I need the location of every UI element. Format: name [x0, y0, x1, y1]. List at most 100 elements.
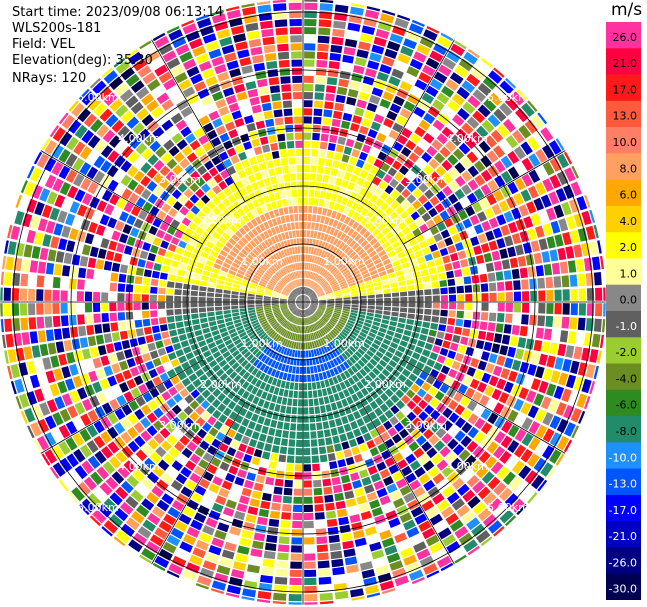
- range-gate: [375, 310, 383, 315]
- range-gate: [546, 303, 554, 314]
- range-gate: [136, 108, 149, 121]
- range-gate: [553, 204, 565, 219]
- range-gate: [137, 526, 152, 539]
- range-gate: [288, 304, 296, 309]
- range-gate: [280, 190, 286, 199]
- range-gate: [488, 375, 499, 387]
- range-gate: [163, 338, 172, 347]
- range-gate: [345, 274, 353, 280]
- range-gate: [177, 411, 188, 422]
- range-gate: [394, 17, 409, 29]
- range-gate: [166, 26, 180, 34]
- range-gate: [292, 307, 298, 314]
- range-gate: [419, 334, 428, 342]
- range-gate: [273, 274, 280, 281]
- range-gate: [174, 302, 182, 309]
- range-gate: [300, 295, 303, 302]
- range-gate: [296, 299, 303, 302]
- range-gate: [362, 273, 370, 279]
- range-gate: [316, 51, 329, 60]
- range-gate: [326, 85, 337, 94]
- range-gate: [385, 364, 394, 373]
- range-gate: [174, 72, 188, 84]
- range-gate: [318, 293, 325, 297]
- range-gate: [312, 463, 320, 472]
- range-gate: [303, 415, 309, 423]
- range-gate: [298, 296, 303, 302]
- range-gate: [156, 92, 170, 105]
- range-gate: [193, 81, 207, 92]
- range-gate: [522, 350, 532, 362]
- range-gate: [364, 280, 373, 285]
- range-gate: [304, 561, 316, 569]
- range-gate: [101, 292, 109, 302]
- range-gate: [410, 506, 424, 518]
- colorbar-swatch: [606, 153, 641, 181]
- range-gate: [7, 365, 13, 380]
- range-gate: [289, 305, 296, 309]
- range-gate: [308, 246, 312, 254]
- range-gate: [398, 280, 406, 287]
- range-gate: [117, 465, 130, 479]
- range-gate: [538, 303, 546, 314]
- range-gate: [281, 291, 289, 296]
- range-gate: [244, 428, 253, 438]
- colorbar-swatch: [606, 179, 641, 207]
- range-gate: [282, 290, 289, 295]
- range-gate: [237, 169, 247, 179]
- range-gate: [303, 496, 313, 504]
- range-gate: [369, 428, 379, 439]
- range-gate: [406, 400, 417, 410]
- range-gate: [236, 255, 244, 262]
- range-gate: [125, 495, 139, 509]
- range-gate: [415, 361, 425, 370]
- range-gate: [174, 230, 184, 239]
- range-gate: [290, 324, 295, 332]
- range-gate: [278, 388, 284, 397]
- range-gate: [233, 280, 242, 285]
- range-gate: [248, 309, 256, 314]
- range-gate: [192, 547, 206, 559]
- range-gate: [487, 322, 496, 332]
- range-gate: [303, 298, 309, 302]
- range-gate: [338, 241, 345, 250]
- range-gate: [303, 92, 314, 100]
- range-gate: [521, 102, 535, 117]
- range-gate: [372, 228, 381, 237]
- range-gate: [303, 299, 310, 302]
- range-gate: [412, 271, 421, 278]
- range-gate: [246, 384, 254, 393]
- range-gate: [175, 282, 183, 289]
- range-gate: [400, 417, 411, 427]
- range-gate: [322, 174, 330, 183]
- range-gate: [29, 374, 41, 389]
- range-gate: [45, 329, 55, 342]
- range-gate: [152, 562, 166, 572]
- range-gate: [116, 242, 126, 253]
- range-gate: [163, 139, 175, 151]
- range-gate: [115, 60, 131, 74]
- range-gate: [380, 342, 389, 350]
- colorbar-tick-label: -21.0: [609, 530, 637, 543]
- range-gate: [376, 71, 389, 82]
- range-gate: [314, 331, 319, 339]
- range-ring-label: 3.00km: [159, 419, 201, 432]
- range-gate: [392, 337, 401, 344]
- range-gate: [556, 418, 569, 434]
- range-gate: [399, 286, 407, 292]
- range-gate: [304, 577, 317, 585]
- range-gate: [205, 337, 214, 344]
- range-gate: [505, 302, 513, 313]
- range-gate: [311, 263, 315, 272]
- range-gate: [369, 269, 378, 276]
- range-gate: [299, 375, 303, 382]
- range-gate: [264, 294, 272, 297]
- range-gate: [367, 465, 378, 475]
- range-gate: [304, 19, 317, 27]
- range-gate: [379, 98, 391, 109]
- colorbar-swatch: [606, 127, 641, 154]
- range-gate: [411, 265, 420, 273]
- range-gate: [306, 325, 310, 333]
- range-gate: [477, 233, 487, 244]
- range-gate: [412, 176, 423, 187]
